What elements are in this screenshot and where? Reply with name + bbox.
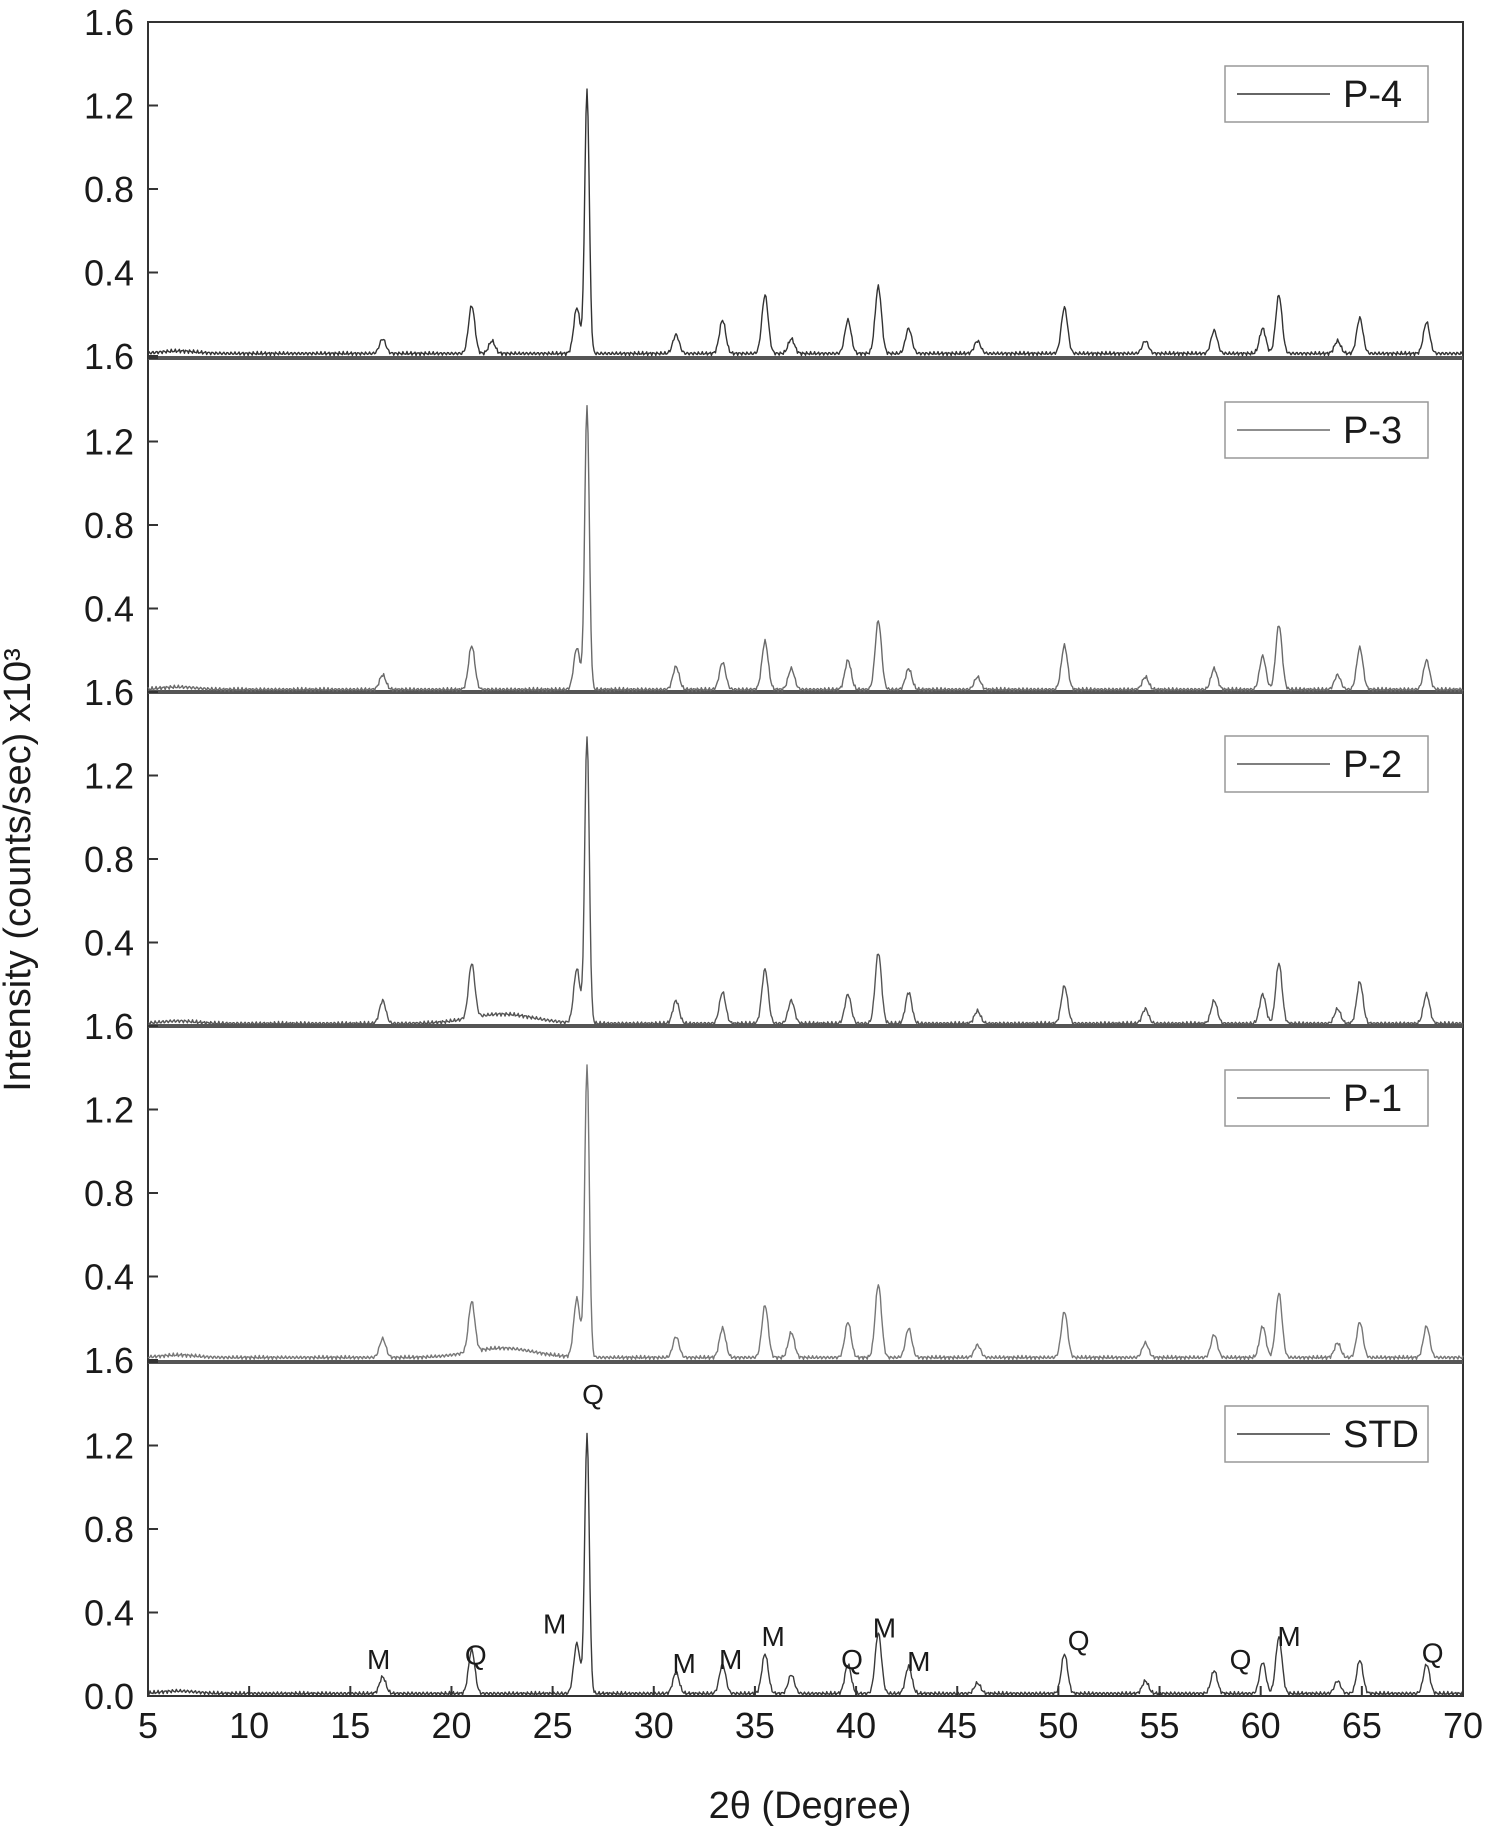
legend-p-1: P-1 xyxy=(1224,1069,1429,1127)
x-tick-label: 20 xyxy=(431,1705,471,1746)
peak-annotation: Q xyxy=(841,1644,863,1675)
series-line-p-4 xyxy=(147,88,1464,357)
peak-annotation: M xyxy=(873,1613,896,1644)
peak-annotation: M xyxy=(907,1646,930,1677)
peak-annotation: Q xyxy=(1422,1638,1444,1669)
x-tick-label: 55 xyxy=(1140,1705,1180,1746)
series-line-p-3 xyxy=(147,405,1464,693)
legend-label: STD xyxy=(1343,1414,1419,1456)
legend-p-2: P-2 xyxy=(1224,735,1429,793)
peak-annotation: Q xyxy=(465,1640,487,1671)
y-tick-label: 0.4 xyxy=(84,589,134,630)
y-axis-title: Intensity (counts/sec) x10³ xyxy=(0,648,39,1092)
legend-p-3: P-3 xyxy=(1224,401,1429,459)
legend-label: P-2 xyxy=(1343,744,1402,786)
peak-annotation: M xyxy=(672,1648,695,1679)
peak-annotation: Q xyxy=(1230,1644,1252,1675)
y-tick-label: 0.0 xyxy=(84,1676,134,1717)
peak-annotation: Q xyxy=(582,1379,604,1410)
legend-p-4: P-4 xyxy=(1224,65,1429,123)
legend-label: P-1 xyxy=(1343,1078,1402,1120)
y-tick-label: 0.8 xyxy=(84,1173,134,1214)
peak-annotation: M xyxy=(1277,1621,1300,1652)
legend-std: STD xyxy=(1224,1405,1429,1463)
series-line-std xyxy=(147,1432,1464,1697)
y-tick-label: 0.4 xyxy=(84,1257,134,1298)
x-tick-label: 15 xyxy=(330,1705,370,1746)
trace-layer xyxy=(147,88,1464,1697)
x-axis-title: 2θ (Degree) xyxy=(709,1785,912,1827)
x-tick-label: 60 xyxy=(1241,1705,1281,1746)
peak-annotation: M xyxy=(367,1644,390,1675)
y-tick-label: 1.2 xyxy=(84,422,134,463)
x-tick-label: 40 xyxy=(836,1705,876,1746)
x-tick-label: 65 xyxy=(1342,1705,1382,1746)
y-tick-label: 1.2 xyxy=(84,86,134,127)
y-tick-label: 0.4 xyxy=(84,923,134,964)
y-tick-label: 1.6 xyxy=(84,2,134,43)
y-tick-label: 0.4 xyxy=(84,1593,134,1634)
y-tick-label: 1.2 xyxy=(84,756,134,797)
tick-layer: 5 10 15 20 25 30 35 40 45 50 55 60 65 70 1.6 0.4 0.8 1.2 1… xyxy=(84,2,1483,1746)
peak-annotation: M xyxy=(719,1644,742,1675)
legend-label: P-3 xyxy=(1343,410,1402,452)
x-tick-label: 25 xyxy=(533,1705,573,1746)
y-tick-label: 1.6 xyxy=(84,336,134,377)
x-tick-label: 10 xyxy=(229,1705,269,1746)
y-tick-label: 1.2 xyxy=(84,1426,134,1467)
x-tick-label: 35 xyxy=(735,1705,775,1746)
x-tick-label: 45 xyxy=(937,1705,977,1746)
y-tick-label: 1.6 xyxy=(84,1340,134,1381)
x-tick-label: 50 xyxy=(1038,1705,1078,1746)
peak-annotation: M xyxy=(543,1608,566,1639)
y-tick-label: 1.2 xyxy=(84,1090,134,1131)
legend-layer: P-4 P-3 P-2 P-1 STD xyxy=(1224,65,1429,1463)
y-tick-label: 1.6 xyxy=(84,672,134,713)
y-tick-label: 0.8 xyxy=(84,839,134,880)
peak-annotation: Q xyxy=(1068,1625,1090,1656)
x-tick-label: 70 xyxy=(1443,1705,1483,1746)
y-tick-label: 0.8 xyxy=(84,1509,134,1550)
y-tick-label: 1.6 xyxy=(84,1006,134,1047)
x-tick-label: 30 xyxy=(634,1705,674,1746)
y-tick-label: 0.8 xyxy=(84,505,134,546)
series-line-p-2 xyxy=(147,736,1464,1027)
series-line-p-1 xyxy=(147,1064,1464,1361)
y-tick-label: 0.8 xyxy=(84,169,134,210)
peak-annotation: M xyxy=(761,1621,784,1652)
frame-layer xyxy=(147,21,1464,1697)
x-tick-label: 5 xyxy=(138,1705,158,1746)
legend-label: P-4 xyxy=(1343,74,1402,116)
y-tick-label: 0.4 xyxy=(84,253,134,294)
